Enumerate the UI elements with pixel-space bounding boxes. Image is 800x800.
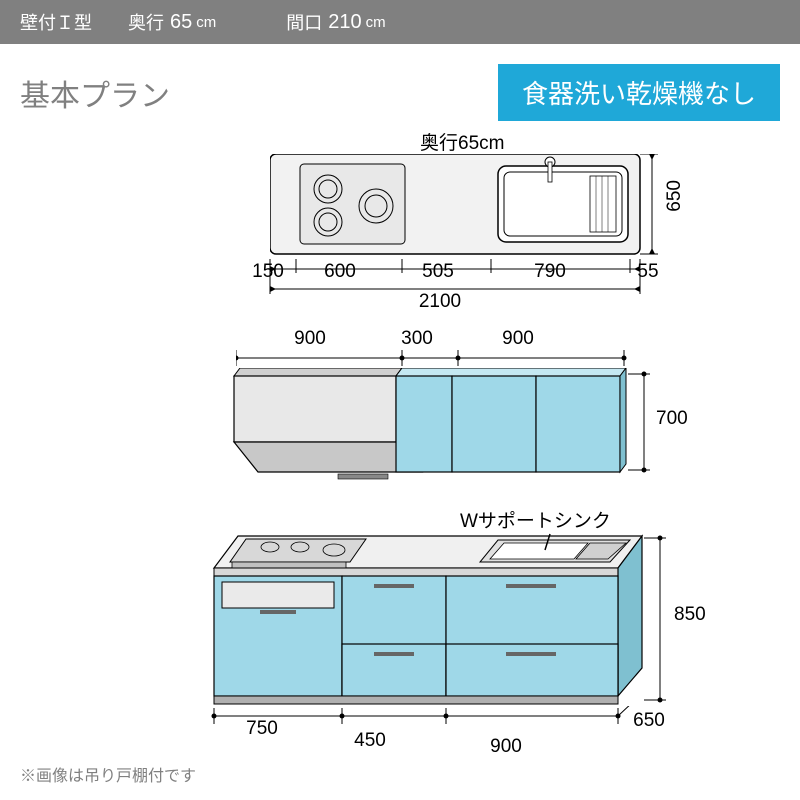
bw-d: 650: [624, 710, 674, 732]
depth-label: 奥行: [128, 9, 164, 35]
upper-h: 700: [656, 408, 688, 430]
seg-0: 150: [248, 261, 288, 283]
width-value: 210: [328, 11, 361, 34]
width-unit: cm: [366, 14, 386, 31]
spec-header: 壁付Ｉ型 奥行 65 cm 間口 210 cm: [0, 0, 800, 44]
bw-0: 750: [232, 718, 292, 740]
depth-value: 65: [170, 11, 192, 34]
depth-unit: cm: [196, 14, 216, 31]
seg-2: 505: [408, 261, 468, 283]
uw-0: 900: [280, 328, 340, 350]
topview-depth-val: 650: [664, 180, 684, 212]
bw-1: 450: [340, 730, 400, 752]
plan-title: 基本プラン: [20, 71, 170, 115]
bw-2: 900: [476, 736, 536, 758]
sink-label: Wサポートシンク: [460, 506, 611, 533]
upper-cabinet-svg: [218, 368, 638, 483]
base-h: 850: [674, 604, 706, 626]
top-view-svg: [270, 154, 650, 259]
base-cabinet-svg: [190, 532, 670, 707]
width-label: 間口: [286, 9, 322, 35]
type-label: 壁付Ｉ型: [20, 9, 92, 35]
seg-4: 55: [633, 261, 663, 283]
seg-total: 2100: [400, 291, 480, 313]
footnote: ※画像は吊り戸棚付です: [20, 762, 196, 786]
title-row: 基本プラン 食器洗い乾燥機なし: [20, 64, 780, 121]
top-view-label: 奥行65cm: [420, 128, 504, 155]
uw-1: 300: [392, 328, 442, 350]
seg-1: 600: [310, 261, 370, 283]
diagram-area: 奥行65cm 650: [0, 128, 800, 758]
feature-badge: 食器洗い乾燥機なし: [498, 64, 780, 121]
uw-2: 900: [488, 328, 548, 350]
seg-3: 790: [520, 261, 580, 283]
